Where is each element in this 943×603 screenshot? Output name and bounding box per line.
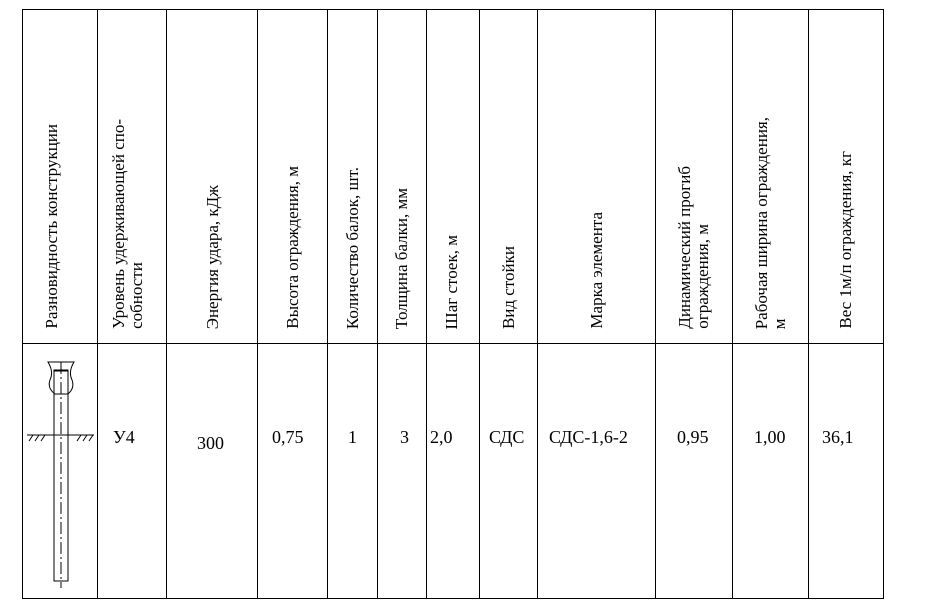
header-cell: Уровень удерживающей спо- собности — [97, 9, 167, 344]
header-dynamic-deflection: Динамический прогиб ограждения, м — [675, 166, 712, 329]
header-cell: Шаг стоек, м — [426, 9, 480, 344]
header-row: Разновидность конструкции Уровень удержи… — [22, 9, 884, 344]
thickness-cell: 3 — [377, 343, 427, 599]
element-mark-value: СДС-1,6-2 — [549, 427, 628, 447]
header-containment-level: Уровень удерживающей спо- собности — [109, 119, 146, 329]
height-cell: 0,75 — [257, 343, 328, 599]
header-working-width: Рабочая ширина ограждения, м — [752, 116, 789, 329]
table-row: У4 300 0,75 1 3 2,0 СДС СДС-1,6-2 0,95 1… — [22, 343, 884, 599]
header-post-step: Шаг стоек, м — [442, 234, 461, 329]
working-width-cell: 1,00 — [732, 343, 809, 599]
header-construction-type: Разновидность конструкции — [42, 124, 61, 329]
level-cell: У4 — [97, 343, 167, 599]
beams-cell: 1 — [327, 343, 378, 599]
level-value: У4 — [113, 427, 135, 447]
header-post-type: Вид стойки — [499, 245, 518, 329]
spec-table: Разновидность конструкции Уровень удержи… — [22, 9, 884, 599]
header-cell: Вид стойки — [479, 9, 538, 344]
post-type-cell: СДС — [479, 343, 538, 599]
working-width-value: 1,00 — [754, 427, 786, 447]
post-step-cell: 2,0 — [426, 343, 480, 599]
energy-cell: 300 — [166, 343, 258, 599]
energy-value: 300 — [197, 433, 224, 453]
header-beam-count: Количество балок, шт. — [343, 166, 362, 329]
weight-cell: 36,1 — [808, 343, 884, 599]
post-step-value: 2,0 — [430, 427, 453, 447]
post-type-value: СДС — [489, 427, 525, 447]
header-beam-thickness: Толщина балки, мм — [392, 187, 411, 329]
weight-value: 36,1 — [822, 427, 854, 447]
header-cell: Рабочая ширина ограждения, м — [732, 9, 809, 344]
header-cell: Разновидность конструкции — [22, 9, 98, 344]
header-cell: Количество балок, шт. — [327, 9, 378, 344]
guardrail-post-icon — [27, 361, 94, 588]
header-cell: Энергия удара, кДж — [166, 9, 258, 344]
construction-cell — [22, 343, 98, 599]
header-impact-energy: Энергия удара, кДж — [203, 184, 222, 329]
thickness-value: 3 — [400, 427, 409, 447]
header-cell: Вес 1м/п ограждения, кг — [808, 9, 884, 344]
header-cell: Динамический прогиб ограждения, м — [655, 9, 733, 344]
element-mark-cell: СДС-1,6-2 — [537, 343, 656, 599]
header-element-mark: Марка элемента — [587, 212, 606, 329]
header-barrier-height: Высота ограждения, м — [283, 166, 302, 329]
height-value: 0,75 — [272, 427, 304, 447]
deflection-value: 0,95 — [677, 427, 709, 447]
header-cell: Толщина балки, мм — [377, 9, 427, 344]
header-weight-per-meter: Вес 1м/п ограждения, кг — [836, 151, 855, 329]
header-cell: Марка элемента — [537, 9, 656, 344]
header-cell: Высота ограждения, м — [257, 9, 328, 344]
beams-value: 1 — [348, 427, 357, 447]
deflection-cell: 0,95 — [655, 343, 733, 599]
